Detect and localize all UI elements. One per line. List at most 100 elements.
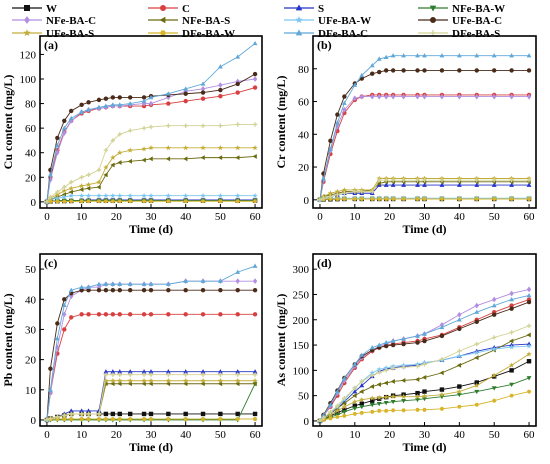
- legend-label: DFe-BA-S: [452, 28, 500, 40]
- data-point: [390, 93, 396, 100]
- series-nfe-ba-s: [317, 332, 531, 424]
- data-point: [401, 182, 407, 187]
- data-point: [390, 399, 396, 405]
- data-point: [439, 182, 445, 187]
- x-axis-title: Time (d): [129, 222, 173, 236]
- series-line: [46, 289, 256, 420]
- data-point: [218, 288, 223, 293]
- data-point: [148, 124, 154, 130]
- data-point: [328, 402, 333, 407]
- data-point: [235, 372, 240, 377]
- data-point: [439, 370, 444, 376]
- data-point: [321, 412, 326, 418]
- data-point: [54, 335, 60, 341]
- data-point: [439, 387, 445, 392]
- data-point: [148, 94, 154, 100]
- data-point: [335, 197, 340, 201]
- data-point: [183, 417, 188, 421]
- data-point: [401, 336, 407, 341]
- data-point: [439, 406, 445, 411]
- data-point: [491, 197, 497, 201]
- data-point: [141, 312, 147, 317]
- data-point: [415, 390, 420, 396]
- data-point: [165, 381, 171, 387]
- series-nfe-ba-s: [44, 381, 257, 423]
- data-point: [218, 372, 223, 377]
- plot-area: [317, 286, 532, 424]
- y-tick-label: 60: [25, 123, 37, 135]
- data-point: [335, 403, 340, 408]
- data-point: [62, 311, 67, 318]
- plot-area: [317, 53, 532, 203]
- legend-label: UFe-BA-C: [452, 15, 502, 27]
- data-point: [390, 393, 396, 399]
- legend-marker: [430, 17, 436, 23]
- data-point: [390, 338, 396, 343]
- data-point: [369, 402, 375, 408]
- data-point: [252, 76, 258, 82]
- y-tick-label: 40: [25, 294, 37, 306]
- legend-marker: [159, 16, 166, 24]
- data-point: [377, 69, 382, 75]
- data-point: [328, 146, 333, 151]
- data-point: [62, 118, 67, 123]
- data-point: [252, 192, 258, 199]
- series-ufe-ba-c: [44, 288, 258, 423]
- data-point: [328, 138, 333, 144]
- data-point: [328, 194, 333, 199]
- data-point: [370, 71, 375, 76]
- y-tick-label: 200: [293, 315, 310, 327]
- data-point: [457, 404, 462, 409]
- data-point: [474, 68, 479, 73]
- data-point: [422, 389, 427, 394]
- data-point: [127, 372, 133, 377]
- data-point: [110, 372, 116, 377]
- data-point: [141, 192, 147, 199]
- data-point: [390, 182, 396, 187]
- data-point: [509, 68, 514, 73]
- data-point: [491, 182, 497, 187]
- data-point: [390, 177, 396, 183]
- data-point: [376, 342, 382, 347]
- x-tick-label: 20: [111, 429, 123, 441]
- data-point: [352, 95, 358, 102]
- data-point: [252, 40, 258, 46]
- data-point: [474, 380, 479, 385]
- data-point: [383, 54, 389, 60]
- data-point: [491, 177, 497, 183]
- x-tick-label: 30: [419, 429, 431, 441]
- data-point: [69, 180, 74, 185]
- data-point: [252, 381, 257, 387]
- data-point: [439, 333, 445, 339]
- data-point: [457, 197, 462, 201]
- data-point: [456, 317, 462, 322]
- data-point: [96, 192, 102, 199]
- series-line: [46, 124, 256, 203]
- legend-label: W: [46, 3, 57, 15]
- y-axis-title: Cu content (mg/L): [1, 75, 15, 170]
- data-point: [415, 177, 420, 183]
- data-point: [69, 417, 74, 421]
- series-dfe-ba-s: [44, 372, 258, 423]
- series-line: [319, 69, 530, 200]
- data-point: [200, 377, 206, 384]
- data-point: [335, 414, 340, 419]
- data-point: [117, 369, 123, 374]
- y-tick-label: 0: [304, 416, 310, 428]
- data-point: [509, 296, 515, 302]
- data-point: [200, 312, 206, 317]
- data-point: [352, 398, 358, 405]
- data-point: [85, 181, 92, 187]
- data-point: [359, 401, 364, 406]
- data-point: [68, 192, 74, 199]
- data-point: [457, 348, 462, 354]
- data-point: [422, 93, 427, 100]
- data-point: [103, 377, 109, 384]
- x-tick-label: 20: [384, 429, 396, 441]
- data-point: [141, 146, 147, 152]
- data-point: [117, 312, 122, 317]
- data-point: [96, 97, 102, 103]
- data-point: [359, 197, 364, 201]
- data-point: [110, 377, 116, 384]
- data-point: [79, 109, 85, 114]
